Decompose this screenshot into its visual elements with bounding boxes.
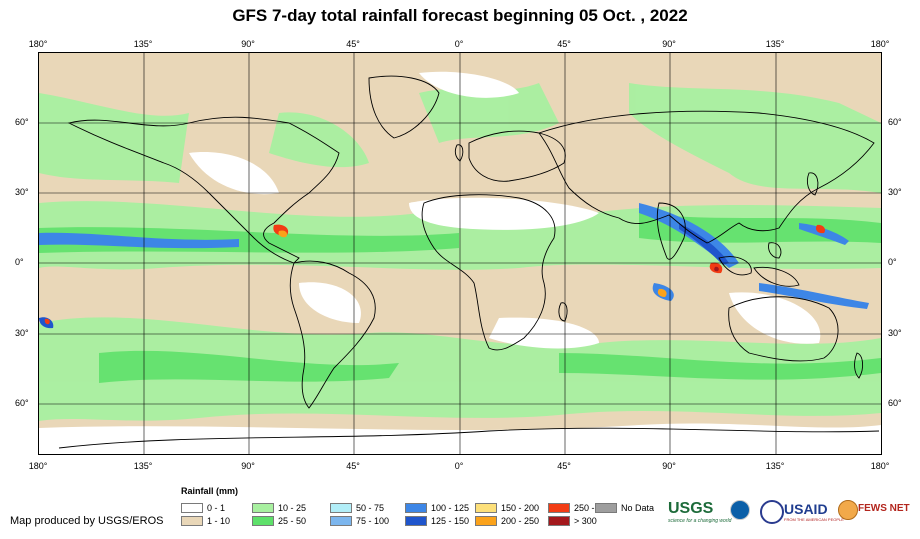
usaid-seal-icon xyxy=(760,500,784,524)
lon-tick-bottom: 45° xyxy=(557,461,571,471)
usaid-tagline: FROM THE AMERICAN PEOPLE xyxy=(784,517,844,522)
usgs-logo: USGS science for a changing world xyxy=(668,500,731,524)
map-credit: Map produced by USGS/EROS xyxy=(10,515,164,527)
lon-tick-bottom: 135° xyxy=(765,461,785,471)
lat-tick-left: 60° xyxy=(15,117,29,127)
lat-tick-left: 0° xyxy=(15,257,24,267)
usaid-logo: USAID FROM THE AMERICAN PEOPLE xyxy=(784,501,844,522)
legend-swatch xyxy=(181,503,203,513)
legend-label: 100 - 125 xyxy=(431,503,470,513)
lat-tick-right: 0° xyxy=(888,257,897,267)
legend-swatch xyxy=(548,503,570,513)
fews-net-logo: FEWS NET xyxy=(858,503,910,514)
legend-label: 50 - 75 xyxy=(356,503,385,513)
lon-tick-bottom: 180° xyxy=(28,461,48,471)
legend-label: 1 - 10 xyxy=(207,516,231,526)
rainfall-map-graphic xyxy=(39,53,881,454)
legend-label: No Data xyxy=(621,503,655,513)
lat-tick-right: 60° xyxy=(888,117,902,127)
lon-tick-bottom: 45° xyxy=(346,461,360,471)
legend-swatch xyxy=(330,503,352,513)
lon-tick-top: 135° xyxy=(765,39,785,49)
rainfall-map[interactable] xyxy=(38,52,882,455)
legend-label: > 300 xyxy=(574,516,597,526)
usaid-logo-text: USAID xyxy=(784,501,828,517)
legend-label: 125 - 150 xyxy=(431,516,470,526)
legend-swatch xyxy=(405,516,427,526)
lon-tick-bottom: 0° xyxy=(454,461,464,471)
usgs-logo-text: USGS xyxy=(668,500,714,517)
lon-tick-top: 0° xyxy=(454,39,464,49)
lon-tick-bottom: 135° xyxy=(133,461,153,471)
lat-tick-right: 30° xyxy=(888,187,902,197)
lat-tick-right: 30° xyxy=(888,328,902,338)
legend-label: 10 - 25 xyxy=(278,503,307,513)
lat-tick-left: 30° xyxy=(15,187,29,197)
usgs-tagline: science for a changing world xyxy=(668,518,732,524)
lon-tick-top: 90° xyxy=(662,39,676,49)
noaa-icon xyxy=(730,500,750,520)
lon-tick-top: 90° xyxy=(241,39,255,49)
legend-swatch xyxy=(330,516,352,526)
lon-tick-top: 45° xyxy=(557,39,571,49)
page-title: GFS 7-day total rainfall forecast beginn… xyxy=(232,6,688,25)
legend-swatch xyxy=(595,503,617,513)
legend-swatch xyxy=(475,503,497,513)
lat-tick-left: 60° xyxy=(15,398,29,408)
fews-net-icon xyxy=(838,500,858,520)
lon-tick-bottom: 90° xyxy=(241,461,255,471)
lat-tick-left: 30° xyxy=(15,328,29,338)
legend-swatch xyxy=(252,516,274,526)
lon-tick-top: 180° xyxy=(870,39,890,49)
legend-label: 150 - 200 xyxy=(501,503,540,513)
legend-swatch xyxy=(252,503,274,513)
lon-tick-top: 45° xyxy=(346,39,360,49)
legend-swatch xyxy=(548,516,570,526)
legend-label: 75 - 100 xyxy=(356,516,390,526)
lon-tick-bottom: 180° xyxy=(870,461,890,471)
legend-label: 250 - 300 xyxy=(574,503,613,513)
legend-swatch xyxy=(475,516,497,526)
legend-swatch xyxy=(405,503,427,513)
lon-tick-top: 180° xyxy=(28,39,48,49)
lat-tick-right: 60° xyxy=(888,398,902,408)
legend-swatch xyxy=(181,516,203,526)
legend-title: Rainfall (mm) xyxy=(181,486,239,496)
lon-tick-bottom: 90° xyxy=(662,461,676,471)
legend-label: 0 - 1 xyxy=(207,503,226,513)
legend-label: 200 - 250 xyxy=(501,516,540,526)
legend-label: 25 - 50 xyxy=(278,516,307,526)
lon-tick-top: 135° xyxy=(133,39,153,49)
